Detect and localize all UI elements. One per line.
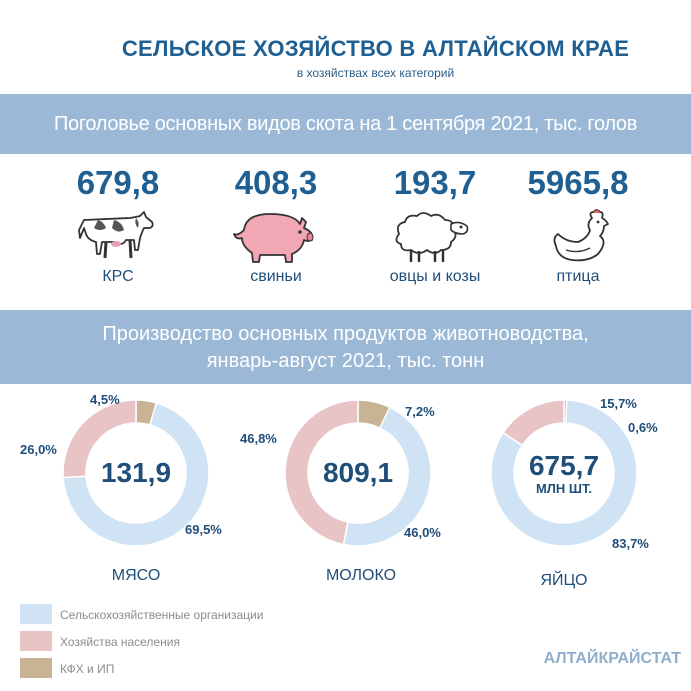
stat-poultry: 5965,8 птица [498,164,658,285]
cow-icon [78,211,154,259]
stat-label: птица [556,268,600,285]
production-heading-line2: январь-август 2021, тыс. тонн [206,350,485,372]
stat-pigs: 408,3 свиньи [196,164,356,285]
legend-item-org: Сельскохозяйственные организации [20,604,340,626]
donut-label-farm: 7,2% [405,404,435,419]
donut-eggs-svg [490,399,638,547]
donut-center: 809,1 [283,398,433,548]
donut-meat: 131,9 [61,398,211,553]
legend-label: Хозяйства населения [60,635,180,649]
legend-swatch [20,604,52,624]
legend-item-household: Хозяйства населения [20,631,340,653]
donut-label-org: 83,7% [612,536,649,551]
production-heading: Производство основных продуктов животнов… [0,310,691,384]
donut-meat-svg [62,399,210,547]
source-label: АЛТАЙКРАЙСТАТ [543,650,681,667]
donut-center: 131,9 [61,398,211,548]
stat-value: 5965,8 [527,164,629,201]
hen-icon [553,209,609,262]
stat-value: 408,3 [234,164,318,201]
donut-center-value: 675,7 [528,450,600,481]
stat-label: КРС [102,268,134,285]
page-title: СЕЛЬСКОЕ ХОЗЯЙСТВО В АЛТАЙСКОМ КРАЕ [121,36,630,61]
donut-slice-household [502,399,565,447]
donut-slice-org [490,399,638,547]
donut-milk-svg [284,399,432,547]
stat-cattle: 679,8 КРС [38,164,198,285]
donut-center-value: 809,1 [322,457,394,488]
donut-center: 675,7 МЛН ШТ. [489,398,639,548]
donut-eggs: 675,7 МЛН ШТ. [489,398,639,553]
livestock-heading: Поголовье основных видов скота на 1 сент… [0,94,691,154]
sheep-icon [395,212,469,262]
donut-milk: 809,1 [283,398,433,553]
donut-center-value: 131,9 [100,457,172,488]
donut-label-org: 46,0% [404,525,441,540]
donut-label-household: 26,0% [20,442,57,457]
donut-slice-org [342,406,432,547]
production-heading-line1: Производство основных продуктов животнов… [102,323,589,345]
page-subtitle: в хозяйствах всех категорий [296,66,455,80]
legend-swatch [20,631,52,651]
legend-swatch [20,658,52,678]
pig-icon [233,213,314,263]
stat-value: 193,7 [393,164,477,201]
legend-label: Сельскохозяйственные организации [60,608,264,622]
donut-label-org: 69,5% [185,522,222,537]
donut-label-farm: 0,6% [628,420,658,435]
donut-name: МЯСО [111,567,161,584]
donut-label-household: 15,7% [600,396,637,411]
donut-label-household: 46,8% [240,431,277,446]
stat-label: свиньи [250,268,302,285]
donut-name: ЯЙЦО [540,572,588,589]
donut-label-farm: 4,5% [90,392,120,407]
stat-label: овцы и козы [389,268,481,285]
donut-center-unit: МЛН ШТ. [535,481,593,496]
donut-slice-household [62,399,137,479]
legend-item-farm: КФХ и ИП [20,658,340,680]
stat-sheep: 193,7 овцы и козы [355,164,515,285]
stat-value: 679,8 [76,164,160,201]
donut-slice-org [62,401,210,547]
donut-slice-household [284,399,359,546]
donut-name: МОЛОКО [325,567,397,584]
legend-label: КФХ и ИП [60,662,115,676]
